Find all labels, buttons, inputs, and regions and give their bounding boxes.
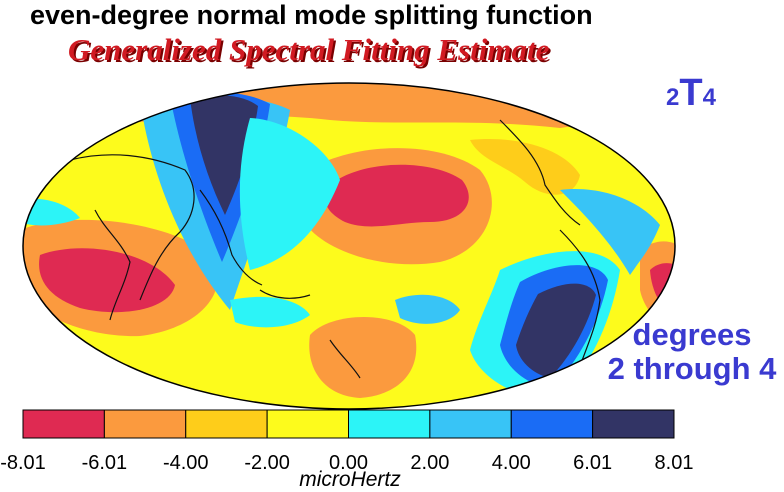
colorbar-swatch-6: [510, 409, 594, 439]
mode-letter: T: [679, 72, 703, 114]
colorbar-unit-label: microHertz: [299, 468, 401, 491]
colorbar-swatch-2: [185, 409, 268, 439]
colorbar-tick-label: -8.01: [0, 452, 46, 474]
figure-subtitle: Generalized Spectral Fitting Estimate: [68, 32, 550, 67]
figure-title: even-degree normal mode splitting functi…: [30, 0, 593, 30]
colorbar-tick-label: -2.00: [244, 452, 290, 474]
mode-suffix: 4: [702, 84, 716, 111]
degrees-line-2: 2 through 4: [607, 351, 777, 386]
colorbar-swatch-4: [348, 409, 431, 439]
colorbar-tick-label: -6.01: [81, 452, 128, 474]
colorbar-tick-label: 2.00: [410, 452, 450, 474]
colorbar-tick-label: 4.00: [491, 452, 531, 474]
colorbar-swatch-7: [592, 409, 675, 439]
mode-prefix: 2: [666, 84, 680, 111]
colorbar-tick-label: -4.00: [162, 452, 209, 474]
colorbar-swatch-3: [266, 409, 349, 439]
colorbar-swatch-1: [103, 409, 187, 439]
colorbar-tick-label: 8.01: [654, 452, 694, 474]
colorbar: [22, 409, 675, 439]
colorbar-swatch-5: [429, 409, 512, 439]
mode-label: 2T4: [666, 72, 716, 115]
degrees-label: degrees 2 through 4: [600, 318, 784, 386]
map-outline: [22, 82, 676, 410]
colorbar-swatch-0: [22, 409, 105, 439]
colorbar-tick-label: 0.00: [329, 452, 368, 474]
degrees-line-1: degrees: [632, 317, 752, 352]
colorbar-tick-label: 6.01: [573, 452, 613, 474]
